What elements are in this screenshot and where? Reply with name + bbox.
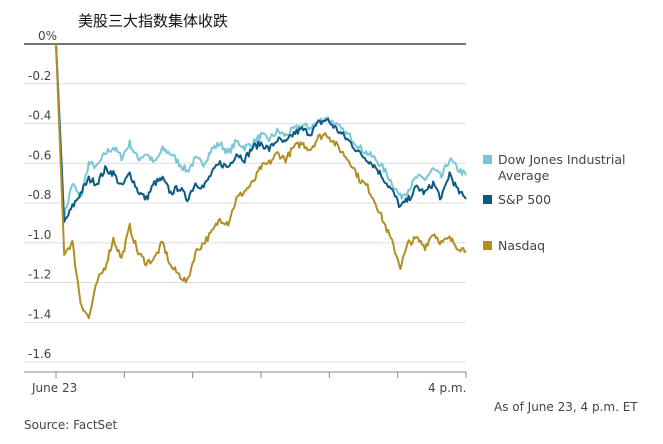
y-tick-label: -0.2 [28,69,51,83]
y-tick-label: -0.6 [28,148,51,162]
legend-label-nasdaq: Nasdaq [498,238,546,253]
y-axis: 0% -0.2 -0.4 -0.6 -0.8 -1.0 -1.2 -1.4 -1.6 [28,29,57,361]
series-line-dow [55,43,467,222]
y-tick-label: -1.4 [28,307,51,321]
series-line-sp500 [55,43,467,223]
source-note: Source: FactSet [24,418,118,432]
legend-item-dow: Dow Jones Industrial Average [483,152,643,188]
y-tick-label: 0% [38,29,57,43]
y-tick-label: -1.2 [28,268,51,282]
legend-swatch-nasdaq [483,241,492,250]
y-tick-label: -1.0 [28,228,51,242]
legend-label-dow: Dow Jones Industrial Average [498,152,626,183]
y-tick-label: -0.8 [28,188,51,202]
series-lines [55,43,467,320]
chart-title: 美股三大指数集体收跌 [78,12,229,30]
legend-item-nasdaq: Nasdaq [483,238,643,254]
y-tick-label: -0.4 [28,109,51,123]
x-tick-label: June 23 [31,381,77,395]
y-tick-label: -1.6 [28,347,51,361]
legend-label-sp500: S&P 500 [498,192,552,207]
legend-item-sp500: S&P 500 [483,192,643,208]
x-axis: June 23 4 p.m. [24,371,467,395]
as-of-note: As of June 23, 4 p.m. ET [494,400,638,414]
legend-swatch-dow [483,155,492,164]
series-line-nasdaq [55,43,467,320]
x-tick-label: 4 p.m. [428,381,466,395]
legend-swatch-sp500 [483,195,492,204]
